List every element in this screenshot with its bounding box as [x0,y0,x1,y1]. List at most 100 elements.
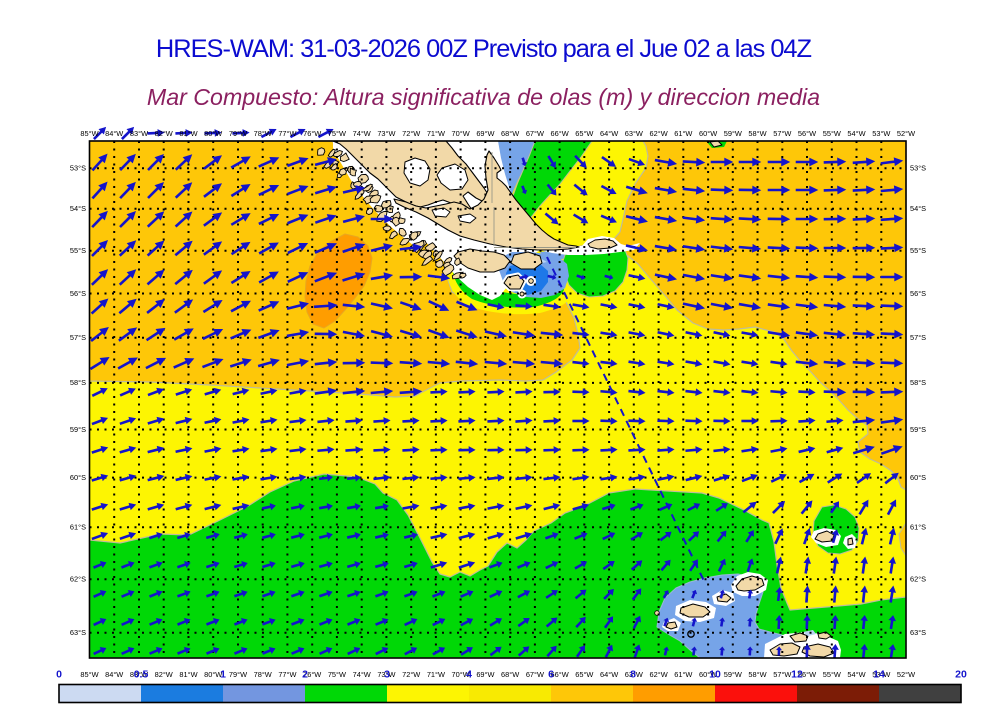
svg-text:60°S: 60°S [910,473,926,482]
svg-text:57°W: 57°W [773,129,791,138]
svg-text:56°S: 56°S [70,289,86,298]
svg-text:66°W: 66°W [551,129,569,138]
svg-text:58°S: 58°S [70,378,86,387]
svg-text:60°W: 60°W [699,129,717,138]
svg-text:61°S: 61°S [70,523,86,532]
svg-text:59°S: 59°S [70,425,86,434]
svg-text:56°W: 56°W [798,129,816,138]
svg-text:58°W: 58°W [748,670,766,679]
svg-text:58°S: 58°S [910,378,926,387]
svg-text:66°W: 66°W [551,670,569,679]
svg-text:55°W: 55°W [823,670,841,679]
svg-text:4: 4 [466,669,472,681]
svg-text:69°W: 69°W [476,129,494,138]
svg-text:2: 2 [302,669,308,681]
svg-text:65°W: 65°W [575,670,593,679]
svg-text:75°W: 75°W [328,129,346,138]
svg-text:56°W: 56°W [798,670,816,679]
svg-text:77°W: 77°W [278,670,296,679]
svg-text:77°W: 77°W [278,129,296,138]
svg-text:62°W: 62°W [650,670,668,679]
svg-text:80°W: 80°W [204,129,222,138]
svg-text:63°S: 63°S [70,628,86,637]
svg-text:69°W: 69°W [476,670,494,679]
svg-text:72°W: 72°W [402,670,420,679]
svg-text:14: 14 [873,669,885,681]
svg-text:63°W: 63°W [625,129,643,138]
svg-text:71°W: 71°W [427,670,445,679]
svg-text:74°W: 74°W [353,129,371,138]
svg-text:55°S: 55°S [910,246,926,255]
svg-text:53°W: 53°W [872,129,890,138]
svg-text:64°W: 64°W [600,129,618,138]
svg-text:85°W: 85°W [80,129,98,138]
svg-text:59°S: 59°S [910,425,926,434]
svg-text:71°W: 71°W [427,129,445,138]
svg-text:HRES-WAM: 31-03-2026 00Z Previ: HRES-WAM: 31-03-2026 00Z Previsto para e… [156,35,812,63]
svg-text:83°W: 83°W [130,129,148,138]
svg-text:74°W: 74°W [353,670,371,679]
svg-text:56°S: 56°S [910,289,926,298]
svg-text:68°W: 68°W [501,129,519,138]
svg-text:57°W: 57°W [773,670,791,679]
svg-text:52°W: 52°W [897,129,915,138]
svg-text:6: 6 [548,669,554,681]
svg-text:79°W: 79°W [229,670,247,679]
svg-text:64°W: 64°W [600,670,618,679]
svg-text:61°W: 61°W [674,670,692,679]
svg-text:54°W: 54°W [847,670,865,679]
svg-text:61°S: 61°S [910,523,926,532]
svg-text:57°S: 57°S [70,333,86,342]
svg-text:58°W: 58°W [748,129,766,138]
svg-text:79°W: 79°W [229,129,247,138]
svg-text:0: 0 [56,669,62,681]
svg-text:81°W: 81°W [179,670,197,679]
svg-text:67°W: 67°W [526,670,544,679]
svg-text:80°W: 80°W [204,670,222,679]
svg-text:68°W: 68°W [501,670,519,679]
svg-text:82°W: 82°W [155,129,173,138]
svg-text:10: 10 [709,669,721,681]
svg-text:53°W: 53°W [872,670,890,679]
svg-text:52°W: 52°W [897,670,915,679]
svg-text:60°S: 60°S [70,473,86,482]
svg-text:57°S: 57°S [910,333,926,342]
svg-text:53°S: 53°S [910,164,926,173]
svg-text:62°S: 62°S [70,575,86,584]
svg-text:61°W: 61°W [674,129,692,138]
svg-text:8: 8 [630,669,636,681]
svg-text:76°W: 76°W [303,129,321,138]
svg-text:54°W: 54°W [847,129,865,138]
svg-text:53°S: 53°S [70,164,86,173]
svg-text:12: 12 [791,669,803,681]
svg-text:0.5: 0.5 [134,669,149,681]
svg-text:54°S: 54°S [70,204,86,213]
svg-text:82°W: 82°W [155,670,173,679]
svg-text:1: 1 [220,669,226,681]
svg-text:Mar Compuesto: Altura signific: Mar Compuesto: Altura significativa de o… [147,84,820,110]
svg-text:84°W: 84°W [105,670,123,679]
svg-text:73°W: 73°W [377,670,395,679]
svg-text:65°W: 65°W [575,129,593,138]
svg-text:75°W: 75°W [328,670,346,679]
svg-text:63°S: 63°S [910,628,926,637]
svg-text:70°W: 70°W [452,670,470,679]
svg-text:78°W: 78°W [254,670,272,679]
svg-text:76°W: 76°W [303,670,321,679]
svg-text:59°W: 59°W [724,670,742,679]
svg-text:55°W: 55°W [823,129,841,138]
svg-text:62°W: 62°W [650,129,668,138]
svg-text:70°W: 70°W [452,129,470,138]
svg-text:20: 20 [955,669,967,681]
svg-text:59°W: 59°W [724,129,742,138]
svg-text:55°S: 55°S [70,246,86,255]
svg-text:73°W: 73°W [377,129,395,138]
svg-text:60°W: 60°W [699,670,717,679]
svg-text:85°W: 85°W [80,670,98,679]
svg-text:63°W: 63°W [625,670,643,679]
svg-text:3: 3 [384,669,390,681]
svg-text:84°W: 84°W [105,129,123,138]
svg-text:72°W: 72°W [402,129,420,138]
svg-text:83°W: 83°W [130,670,148,679]
svg-text:67°W: 67°W [526,129,544,138]
